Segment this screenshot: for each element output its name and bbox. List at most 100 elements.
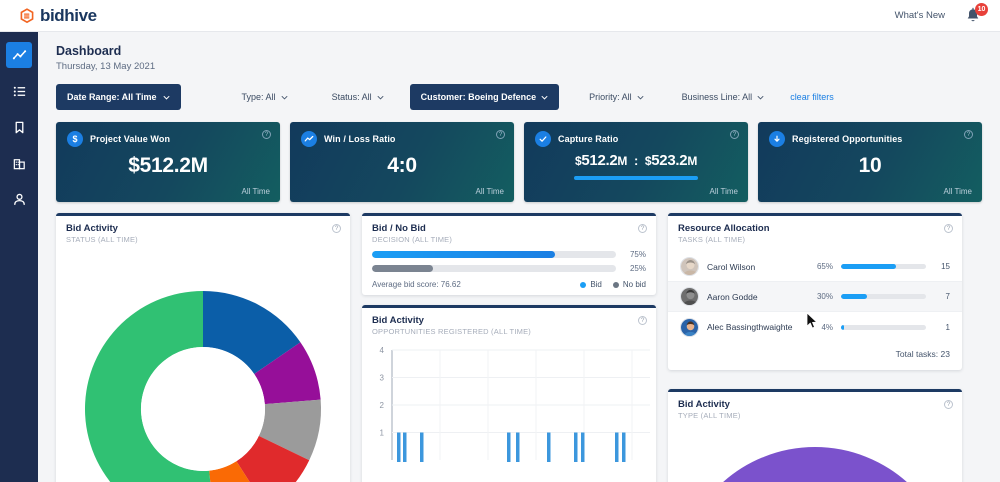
date-range-label: Date Range: All Time	[67, 92, 157, 102]
sidebar-item-bookmarks[interactable]	[6, 114, 32, 140]
sidebar	[0, 32, 38, 482]
resource-pct: 4%	[821, 322, 833, 332]
opportunities-bar-chart[interactable]: 4 3 2 1	[362, 342, 656, 462]
bid-progress-row: 75%	[372, 250, 646, 259]
donut-segment-draft	[85, 291, 211, 482]
table-row[interactable]: Aaron Godde 30% 7	[668, 282, 962, 312]
avatar-alec	[680, 317, 699, 337]
kpi-value: $512.2M	[128, 154, 208, 177]
help-icon[interactable]: ?	[496, 130, 505, 139]
kpi-label: Capture Ratio	[558, 134, 619, 144]
filter-status[interactable]: Status: All	[328, 86, 388, 108]
help-icon[interactable]: ?	[730, 130, 739, 139]
help-icon[interactable]: ?	[332, 224, 341, 233]
help-icon[interactable]: ?	[944, 224, 953, 233]
brand-name: bidhive	[40, 6, 97, 25]
card-title: Resource Allocation	[678, 223, 770, 234]
filter-bar: Date Range: All Time Type: All Status: A…	[56, 84, 982, 110]
table-row[interactable]: Carol Wilson 65% 15	[668, 252, 962, 282]
kpi-footer: All Time	[943, 187, 972, 196]
kpi-footer: All Time	[475, 187, 504, 196]
resource-count: 7	[945, 292, 950, 301]
chevron-down-icon	[541, 95, 548, 100]
person-icon	[13, 193, 25, 205]
legend-label-bid: Bid	[590, 280, 602, 289]
trend-chart-icon	[301, 131, 317, 147]
kpi-label: Registered Opportunities	[792, 134, 903, 144]
kpi-value: 10	[858, 154, 882, 177]
top-bar: bidhive What's New 10	[0, 0, 1000, 32]
dollar-icon: $	[67, 131, 83, 147]
download-arrow-icon	[769, 131, 785, 147]
bidhive-logo-icon	[20, 7, 34, 23]
help-icon[interactable]: ?	[638, 316, 647, 325]
kpi-value: 4:0	[387, 154, 417, 177]
help-icon[interactable]: ?	[964, 130, 973, 139]
resource-count: 15	[941, 262, 950, 271]
type-donut-chart[interactable]	[668, 420, 962, 482]
card-bid-no-bid: Bid / No Bid DECISION (ALL TIME) ? 75% 2…	[362, 213, 656, 295]
average-bid-score: Average bid score: 76.62	[372, 280, 461, 289]
resource-progress-track	[841, 264, 926, 269]
sidebar-item-dashboard[interactable]	[6, 42, 32, 68]
kpi-registered-opportunities[interactable]: Registered Opportunities ? 10 All Time	[758, 122, 982, 202]
table-row[interactable]: Alec Bassingthwaighte 4% 1	[668, 312, 962, 342]
kpi-capture-ratio[interactable]: Capture Ratio ? $$512.2M512.2M : $523.2M…	[524, 122, 748, 202]
kpi-label: Win / Loss Ratio	[324, 134, 396, 144]
card-subtitle: DECISION (ALL TIME)	[372, 235, 453, 244]
filter-priority[interactable]: Priority: All	[585, 86, 648, 108]
resource-total: Total tasks: 23	[895, 349, 950, 359]
sidebar-item-list[interactable]	[6, 78, 32, 104]
no-bid-progress-track	[372, 265, 616, 272]
chevron-down-icon	[377, 95, 383, 100]
page-title: Dashboard	[56, 44, 122, 58]
filter-type[interactable]: Type: All	[238, 86, 292, 108]
resource-name: Alec Bassingthwaighte	[707, 322, 793, 332]
no-bid-progress-fill	[372, 265, 433, 272]
kpi-project-value-won[interactable]: $ Project Value Won ? $512.2M All Time	[56, 122, 280, 202]
date-range-filter[interactable]: Date Range: All Time	[56, 84, 181, 110]
filter-business-line[interactable]: Business Line: All	[678, 86, 769, 108]
whats-new-link[interactable]: What's New	[894, 10, 945, 21]
chevron-down-icon	[281, 95, 287, 100]
resource-progress-track	[841, 294, 926, 299]
sidebar-item-profile[interactable]	[6, 186, 32, 212]
filter-priority-label: Priority: All	[589, 92, 632, 102]
card-title: Bid / No Bid	[372, 223, 426, 234]
status-donut-chart[interactable]	[56, 244, 350, 482]
resource-progress-fill	[841, 324, 845, 330]
legend-dot-no-bid	[612, 281, 619, 288]
avatar-aaron	[680, 287, 699, 306]
sidebar-item-company[interactable]	[6, 150, 32, 176]
filter-customer[interactable]: Customer: Boeing Defence	[409, 84, 560, 110]
filter-status-label: Status: All	[331, 92, 372, 102]
resource-progress-fill	[841, 294, 867, 299]
notifications-button[interactable]: 10	[963, 2, 988, 26]
decision-legend: Bid No bid	[580, 280, 646, 289]
card-bid-activity-type: Bid Activity TYPE (ALL TIME) ?	[668, 389, 962, 482]
legend-dot-bid	[580, 281, 587, 288]
card-subtitle: OPPORTUNITIES REGISTERED (ALL TIME)	[372, 327, 531, 336]
resource-progress-fill	[841, 264, 897, 269]
no-bid-progress-row: 25%	[372, 264, 646, 273]
card-title: Bid Activity	[66, 223, 118, 234]
brand-logo[interactable]: bidhive	[19, 7, 97, 24]
capture-separator: :	[633, 153, 639, 168]
resource-pct: 65%	[816, 262, 833, 271]
page-header: Dashboard Thursday, 13 May 2021	[38, 32, 1000, 72]
list-icon	[13, 86, 25, 96]
resource-name: Aaron Godde	[707, 291, 758, 302]
kpi-win-loss-ratio[interactable]: Win / Loss Ratio ? 4:0 All Time	[290, 122, 514, 202]
donut-segment-pending	[209, 461, 250, 482]
avatar-carol	[680, 257, 699, 276]
page-date: Thursday, 13 May 2021	[56, 61, 156, 72]
capture-progress-bar	[574, 176, 698, 180]
help-icon[interactable]: ?	[262, 130, 271, 139]
donut-segment-in-progress	[254, 342, 321, 405]
help-icon[interactable]: ?	[638, 224, 647, 233]
chevron-down-icon	[637, 95, 644, 100]
donut-segment-awarded	[258, 399, 322, 461]
trend-chart-icon	[12, 49, 26, 59]
help-icon[interactable]: ?	[944, 400, 953, 409]
clear-filters-button[interactable]: clear filters	[790, 92, 834, 102]
